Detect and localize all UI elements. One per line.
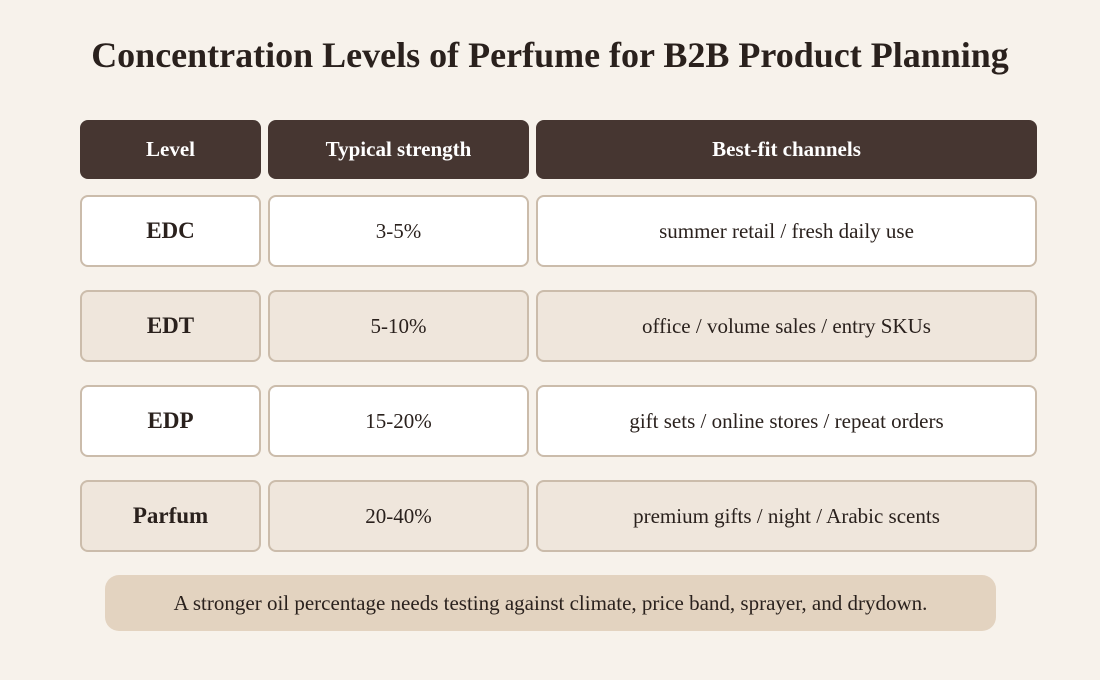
table-cell: summer retail / fresh daily use [536,195,1037,267]
header-cell: Typical strength [268,120,529,179]
table-cell: 5-10% [268,290,529,362]
table-cell: EDC [80,195,261,267]
table-cell: Parfum [80,480,261,552]
table-cell: premium gifts / night / Arabic scents [536,480,1037,552]
title: Concentration Levels of Perfume for B2B … [91,35,1009,75]
note: A stronger oil percentage needs testing … [105,575,996,631]
table-cell: 20-40% [268,480,529,552]
table-cell: EDP [80,385,261,457]
table-cell: 3-5% [268,195,529,267]
table-cell: gift sets / online stores / repeat order… [536,385,1037,457]
table-cell: 15-20% [268,385,529,457]
table-cell: EDT [80,290,261,362]
header-cell: Level [80,120,261,179]
header-cell: Best-fit channels [536,120,1037,179]
table-cell: office / volume sales / entry SKUs [536,290,1037,362]
